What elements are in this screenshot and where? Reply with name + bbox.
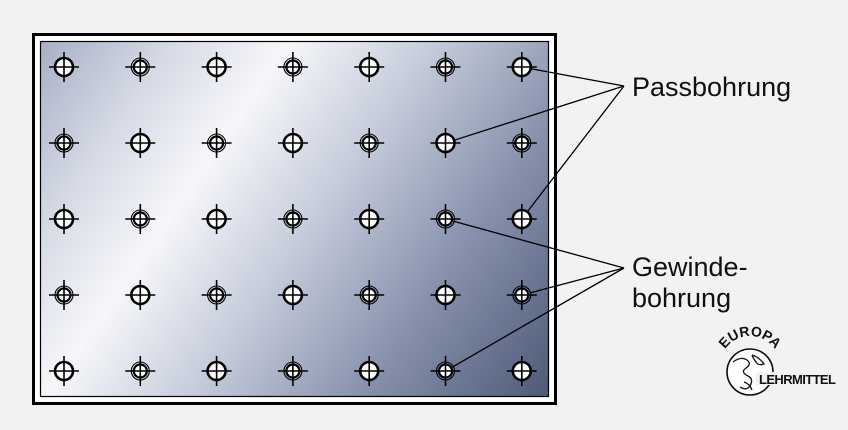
thread-hole [125, 204, 156, 234]
thread-hole [125, 52, 156, 82]
europa-lehrmittel-logo: EUROPA LEHRMITTEL [715, 323, 837, 396]
logo-top-text: EUROPA [715, 323, 785, 351]
gewindebohrung-label: Gewinde- bohrung [632, 252, 748, 314]
gewindebohrung-label-line2: bohrung [632, 283, 732, 313]
thread-hole [277, 52, 308, 82]
gewindebohrung-leader-line [453, 220, 625, 269]
passbohrung-label: Passbohrung [632, 72, 791, 103]
thread-hole [430, 204, 461, 234]
globe-continents [732, 354, 766, 391]
thread-hole [49, 280, 79, 310]
plate [32, 33, 557, 405]
passbohrung-leader-line [529, 67, 625, 87]
pass-hole [49, 52, 79, 82]
thread-hole [506, 280, 537, 310]
pass-hole [49, 356, 79, 386]
gewindebohrung-leader-line [529, 267, 625, 294]
leader-lines [452, 67, 625, 368]
pass-hole [49, 204, 79, 234]
pass-hole [506, 52, 537, 82]
pass-hole [430, 280, 461, 310]
pass-hole [201, 52, 232, 82]
logo-bottom-text: LEHRMITTEL [759, 372, 836, 387]
passbohrung-leader-line [452, 85, 625, 142]
pass-hole [430, 128, 461, 158]
pass-hole [506, 356, 537, 386]
thread-hole [277, 356, 308, 386]
pass-hole [506, 204, 537, 234]
pass-hole [125, 128, 156, 158]
pass-hole [277, 280, 308, 310]
pass-hole [277, 128, 308, 158]
thread-hole [430, 356, 461, 386]
thread-hole [201, 280, 232, 310]
thread-hole [125, 356, 156, 386]
pass-hole [201, 204, 232, 234]
thread-hole [430, 52, 461, 82]
pass-hole [354, 204, 385, 234]
gewindebohrung-leader-line [452, 267, 625, 368]
gewindebohrung-label-line1: Gewinde- [632, 252, 748, 282]
thread-hole [201, 128, 232, 158]
pass-hole [354, 52, 385, 82]
logo-bottom-backdrop [756, 372, 826, 385]
thread-hole [354, 280, 385, 310]
hole-grid [49, 52, 537, 386]
passbohrung-label-text: Passbohrung [632, 72, 792, 102]
thread-hole [277, 204, 308, 234]
pass-hole [354, 356, 385, 386]
pass-hole [125, 280, 156, 310]
pass-hole [201, 356, 232, 386]
thread-hole [506, 128, 537, 158]
passbohrung-leader-line [526, 85, 625, 214]
thread-hole [354, 128, 385, 158]
thread-hole [49, 128, 79, 158]
